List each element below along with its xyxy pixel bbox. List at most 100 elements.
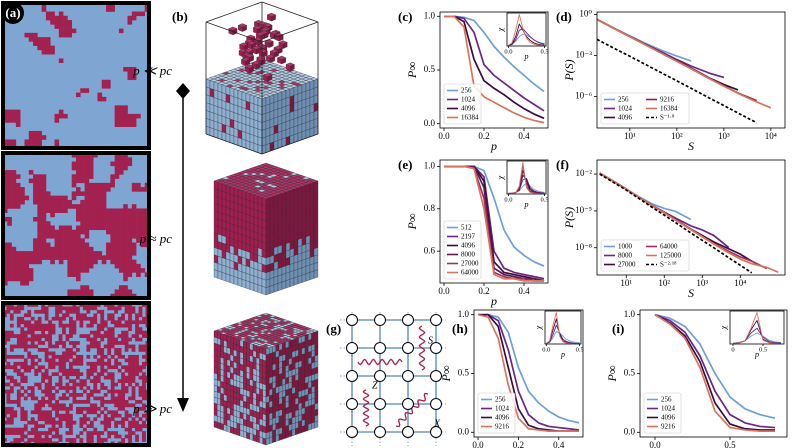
lattice-site <box>140 234 145 239</box>
lattice-site <box>13 438 18 442</box>
cube-cell <box>273 93 279 103</box>
series-line <box>599 173 753 274</box>
lattice-site <box>58 208 64 213</box>
lattice-site <box>55 413 59 418</box>
lattice-site <box>63 20 68 25</box>
lattice-site <box>103 438 108 442</box>
cube-cell <box>289 87 295 98</box>
lattice-site <box>82 406 87 411</box>
legend-box <box>643 392 682 434</box>
lattice-site <box>76 372 80 377</box>
lattice-site <box>84 251 90 256</box>
lattice-site <box>140 229 145 235</box>
lattice-site <box>123 289 128 295</box>
lattice-site <box>62 396 66 401</box>
lattice-site <box>80 221 85 226</box>
lattice-site <box>131 309 136 314</box>
lattice-site <box>67 246 72 252</box>
lattice-site <box>136 208 141 213</box>
lattice-site <box>55 434 59 439</box>
lattice-site <box>118 105 124 110</box>
lattice-site <box>33 259 38 265</box>
cube-cell <box>245 100 251 111</box>
lattice-site <box>41 187 47 192</box>
lattice-site <box>88 246 94 252</box>
panel-label: (f) <box>556 157 569 172</box>
lattice-site <box>11 174 17 179</box>
lattice-site <box>131 393 136 397</box>
lattice-site <box>82 413 87 418</box>
lattice-site <box>110 389 115 394</box>
lattice-site <box>79 410 84 415</box>
lattice-site <box>58 354 63 359</box>
cube-cell <box>305 120 311 131</box>
lattice-site <box>76 165 81 171</box>
cube-cell <box>285 88 291 99</box>
lattice-site <box>55 431 59 435</box>
lattice-site <box>48 375 52 380</box>
lattice-site <box>48 396 52 401</box>
lattice-site <box>96 375 101 380</box>
cube-cell <box>277 107 283 118</box>
lattice-site <box>131 118 137 123</box>
lattice-site <box>37 221 42 226</box>
lattice-site <box>69 348 73 352</box>
lattice-site <box>41 212 47 218</box>
lattice-site <box>89 403 94 408</box>
lattice-site <box>20 259 25 265</box>
x-tick-label: 0.4 <box>518 131 530 141</box>
lattice-site <box>15 122 21 127</box>
lattice-site <box>101 225 107 231</box>
cube-cell <box>301 114 307 125</box>
lattice-site <box>86 316 91 321</box>
floating-cluster <box>278 34 284 42</box>
lattice-node <box>346 370 358 382</box>
lattice-site <box>67 20 72 25</box>
lattice-site <box>30 393 35 397</box>
lattice-site <box>131 268 137 273</box>
lattice-site <box>23 330 28 335</box>
lattice-site <box>72 393 77 397</box>
lattice-site <box>41 251 47 256</box>
lattice-site <box>67 242 72 248</box>
lattice-site <box>13 334 18 338</box>
lattice-site <box>93 221 98 226</box>
lattice-site <box>33 178 38 184</box>
y-tick-label: 1.0 <box>624 309 636 319</box>
lattice-site <box>123 161 128 167</box>
lattice-site <box>93 417 98 422</box>
lattice-site <box>76 246 81 252</box>
lattice-site <box>23 396 28 401</box>
lattice-site <box>128 316 132 321</box>
lattice-site <box>9 417 14 422</box>
lattice-site <box>65 417 70 422</box>
lattice-site <box>82 306 87 311</box>
lattice-site <box>69 413 73 418</box>
lattice-site <box>54 242 60 248</box>
lattice-site <box>34 309 39 314</box>
lattice-site <box>41 410 46 415</box>
floating-cluster <box>256 62 261 70</box>
lattice-site <box>67 238 72 243</box>
lattice-site <box>106 182 111 188</box>
lattice-site <box>6 382 11 387</box>
lattice-site <box>93 259 98 265</box>
lattice-site <box>50 255 55 260</box>
lattice-site <box>127 216 133 222</box>
lattice-site <box>88 174 94 179</box>
lattice-site <box>76 434 80 439</box>
lattice-site <box>114 396 119 401</box>
lattice-site <box>110 431 115 435</box>
lattice-site <box>124 417 129 422</box>
lattice-site <box>124 375 129 380</box>
x-axis-label: p <box>490 139 497 153</box>
lattice-site <box>107 410 112 415</box>
lattice-site <box>142 382 146 387</box>
lattice-site <box>11 199 17 205</box>
lattice-site <box>37 251 42 256</box>
lattice-site <box>16 361 21 366</box>
lattice-site <box>23 379 28 383</box>
lattice-site <box>100 334 105 338</box>
lattice-site <box>50 246 55 252</box>
